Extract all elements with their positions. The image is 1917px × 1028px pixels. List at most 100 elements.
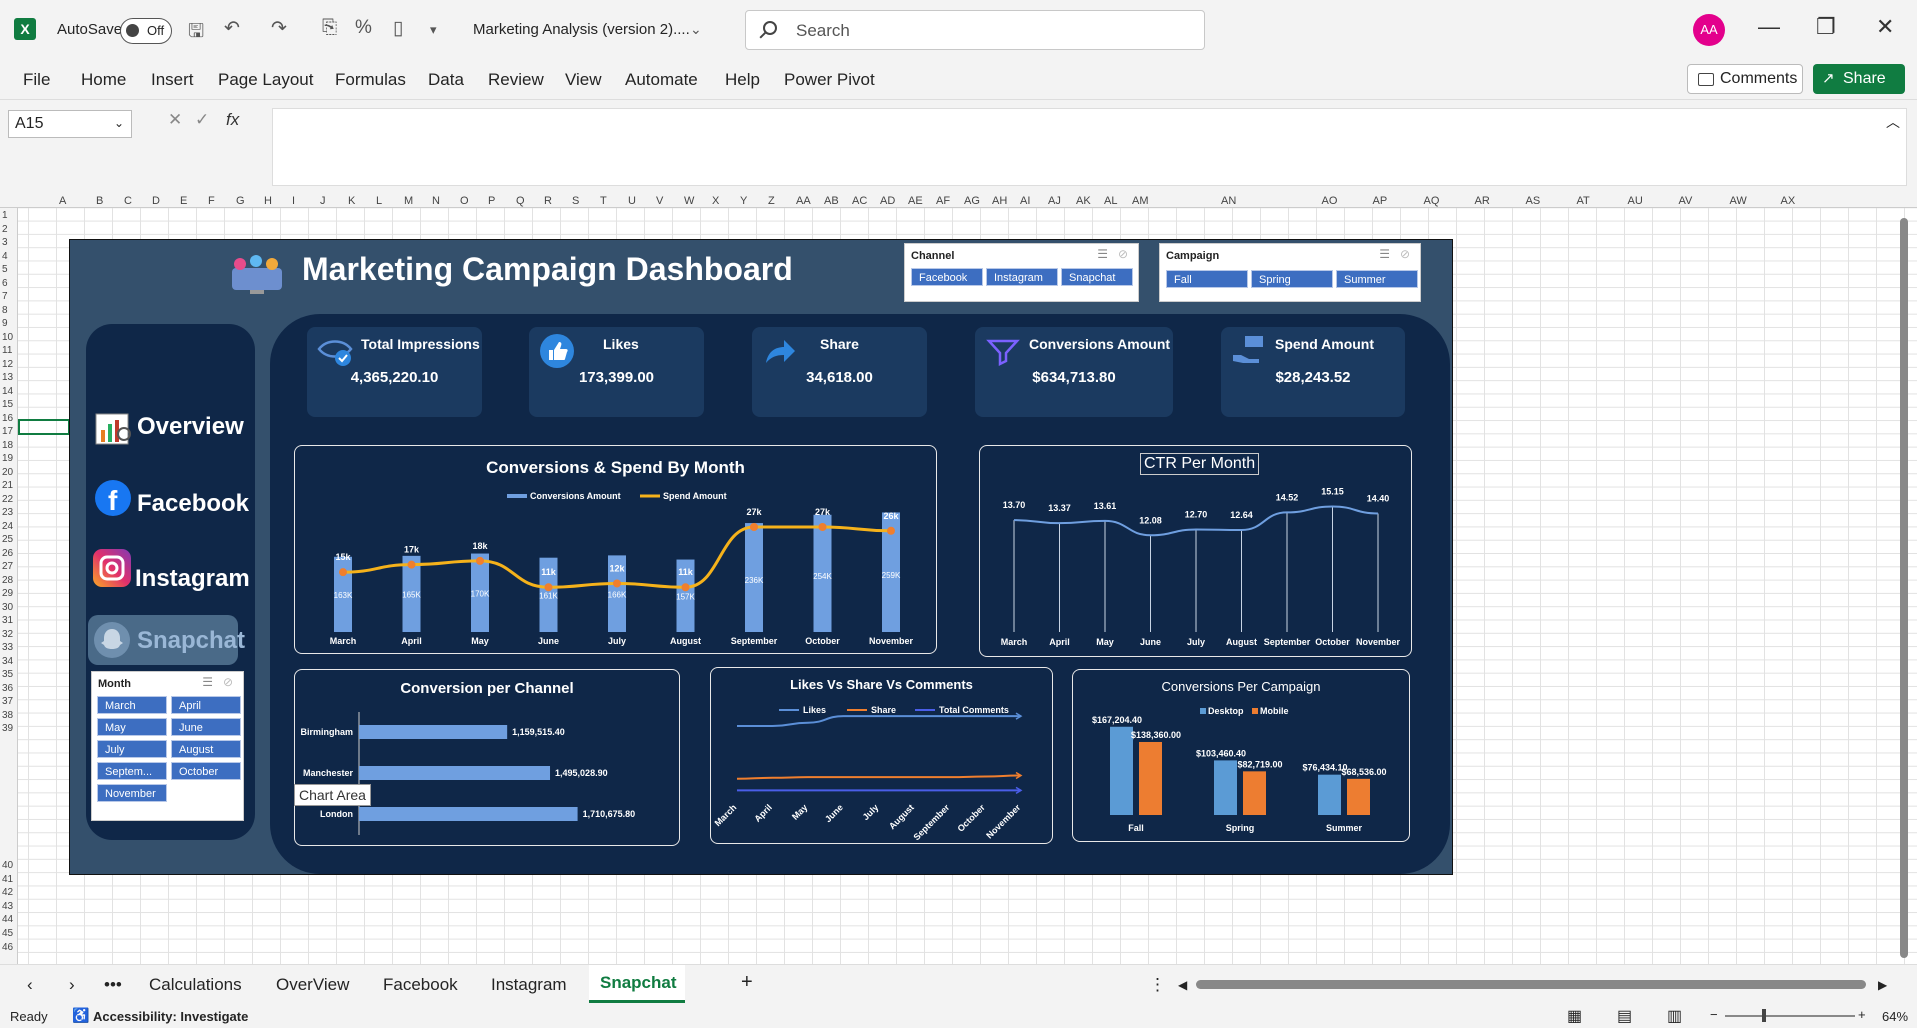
slicer-item-april[interactable]: April bbox=[171, 696, 241, 714]
share-button[interactable]: Share bbox=[1813, 64, 1905, 94]
column-header[interactable]: AN bbox=[1221, 195, 1237, 207]
column-header[interactable]: Z bbox=[768, 195, 775, 207]
column-header[interactable]: AO bbox=[1321, 195, 1338, 207]
percent-icon[interactable]: % bbox=[355, 17, 372, 38]
column-header[interactable]: AW bbox=[1729, 195, 1747, 207]
row-header[interactable]: 24 bbox=[2, 520, 14, 532]
row-header[interactable]: 14 bbox=[2, 385, 14, 397]
sheet-tab-overview[interactable]: OverView bbox=[276, 975, 350, 994]
slicer-item-instagram[interactable]: Instagram bbox=[986, 268, 1058, 286]
row-header[interactable]: 7 bbox=[2, 291, 8, 302]
ctr-chart[interactable]: CTR Per Month 13.70 March 13.37 April 13.61 M… bbox=[979, 445, 1412, 657]
column-header[interactable]: V bbox=[656, 195, 664, 207]
row-header[interactable]: 46 bbox=[2, 941, 14, 953]
zoom-out-icon[interactable]: − bbox=[1710, 1007, 1718, 1022]
row-header[interactable]: 41 bbox=[2, 873, 14, 885]
name-box-dropdown-icon[interactable]: ⌄ bbox=[114, 116, 125, 130]
row-header[interactable]: 30 bbox=[2, 601, 14, 613]
nav-snapchat[interactable]: Snapchat bbox=[137, 627, 246, 654]
slicer-item-march[interactable]: March bbox=[97, 696, 167, 714]
row-header[interactable]: 22 bbox=[2, 493, 14, 505]
hscroll-left-icon[interactable]: ◀ bbox=[1178, 978, 1188, 992]
column-header[interactable]: AD bbox=[880, 195, 896, 207]
column-header[interactable]: R bbox=[544, 195, 552, 207]
row-header[interactable]: 34 bbox=[2, 655, 14, 667]
slicer-item-snapchat[interactable]: Snapchat bbox=[1061, 268, 1133, 286]
column-header[interactable]: Q bbox=[516, 195, 525, 207]
row-header[interactable]: 44 bbox=[2, 914, 14, 926]
row-header[interactable]: 12 bbox=[2, 358, 14, 370]
tab-home[interactable]: Home bbox=[81, 70, 127, 89]
column-header[interactable]: A bbox=[59, 195, 67, 207]
column-header[interactable]: AA bbox=[796, 195, 811, 207]
slicer-item-spring[interactable]: Spring bbox=[1251, 270, 1333, 288]
column-header[interactable]: AH bbox=[992, 195, 1008, 207]
column-header[interactable]: AL bbox=[1104, 195, 1118, 207]
row-header[interactable]: 29 bbox=[2, 588, 14, 599]
row-header[interactable]: 28 bbox=[2, 574, 14, 586]
hscroll-right-icon[interactable]: ▶ bbox=[1878, 978, 1888, 992]
row-header[interactable]: 35 bbox=[2, 669, 14, 680]
column-header[interactable]: D bbox=[152, 195, 160, 207]
slicer-item-october[interactable]: October bbox=[171, 762, 241, 780]
sheet-options-icon[interactable]: ⋮ bbox=[1149, 975, 1166, 994]
column-header[interactable]: L bbox=[376, 195, 383, 207]
column-header[interactable]: C bbox=[124, 195, 132, 207]
column-header[interactable]: AP bbox=[1372, 195, 1388, 207]
row-header[interactable]: 6 bbox=[2, 277, 8, 289]
slicer-item-june[interactable]: June bbox=[171, 718, 241, 736]
zoom-slider-thumb[interactable] bbox=[1762, 1009, 1766, 1022]
page-break-view-icon[interactable]: ▥ bbox=[1667, 1008, 1683, 1025]
cancel-icon[interactable]: ✕ bbox=[168, 110, 183, 129]
new-document-icon[interactable]: ▯ bbox=[393, 18, 404, 39]
row-header[interactable]: 5 bbox=[2, 264, 8, 275]
scroll-left-icon[interactable]: ‹ bbox=[27, 975, 33, 994]
sheet-tab-facebook[interactable]: Facebook bbox=[383, 975, 458, 994]
column-header[interactable]: AV bbox=[1678, 195, 1693, 207]
row-header[interactable]: 19 bbox=[2, 453, 14, 464]
tab-formulas[interactable]: Formulas bbox=[335, 70, 406, 89]
row-header[interactable]: 8 bbox=[2, 304, 8, 316]
sheet-tab-calculations[interactable]: Calculations bbox=[149, 975, 242, 994]
column-header[interactable]: AR bbox=[1474, 195, 1490, 207]
column-header[interactable]: S bbox=[572, 195, 580, 207]
column-header[interactable]: F bbox=[208, 195, 215, 207]
close-icon[interactable]: ✕ bbox=[1876, 14, 1895, 39]
multi-select-icon[interactable]: ☰ bbox=[202, 675, 213, 689]
row-header[interactable]: 26 bbox=[2, 547, 14, 559]
column-header[interactable]: AU bbox=[1627, 195, 1643, 207]
column-header[interactable]: AM bbox=[1132, 195, 1149, 207]
column-header[interactable]: E bbox=[180, 195, 188, 207]
column-header[interactable]: M bbox=[404, 195, 414, 207]
row-header[interactable]: 38 bbox=[2, 709, 14, 721]
row-header[interactable]: 43 bbox=[2, 900, 14, 912]
column-header[interactable]: X bbox=[712, 195, 720, 207]
column-header[interactable]: Y bbox=[740, 195, 748, 207]
column-header[interactable]: AI bbox=[1020, 195, 1031, 207]
row-header[interactable]: 20 bbox=[2, 466, 14, 478]
row-header[interactable]: 15 bbox=[2, 399, 14, 410]
avatar[interactable]: AA bbox=[1693, 14, 1725, 46]
row-header[interactable]: 31 bbox=[2, 615, 14, 626]
tab-automate[interactable]: Automate bbox=[625, 70, 698, 89]
selected-cell[interactable] bbox=[18, 419, 70, 435]
row-header[interactable]: 4 bbox=[2, 250, 8, 262]
column-header[interactable]: AG bbox=[964, 195, 980, 207]
zoom-level[interactable]: 64% bbox=[1882, 1009, 1909, 1024]
clear-filter-icon[interactable]: ⊘ bbox=[1117, 247, 1128, 261]
enter-icon[interactable]: ✓ bbox=[195, 110, 210, 129]
conversions-spend-chart[interactable]: Conversions & Spend By Month Conversions… bbox=[294, 445, 937, 654]
column-header[interactable]: AK bbox=[1076, 195, 1091, 207]
nav-facebook[interactable]: Facebook bbox=[137, 490, 250, 517]
row-header[interactable]: 13 bbox=[2, 372, 14, 383]
row-header[interactable]: 11 bbox=[2, 345, 13, 356]
column-header[interactable]: O bbox=[460, 195, 469, 207]
nav-instagram[interactable]: Instagram bbox=[135, 565, 250, 592]
column-header[interactable]: I bbox=[292, 195, 296, 207]
column-header[interactable]: AS bbox=[1525, 195, 1541, 207]
nav-overview[interactable]: Overview bbox=[137, 413, 244, 440]
autosave-toggle[interactable]: Off bbox=[120, 18, 172, 44]
slicer-item-september[interactable]: Septem... bbox=[97, 762, 167, 780]
customize-toolbar-icon[interactable]: ▾ bbox=[430, 22, 437, 37]
row-header[interactable]: 36 bbox=[2, 682, 14, 694]
